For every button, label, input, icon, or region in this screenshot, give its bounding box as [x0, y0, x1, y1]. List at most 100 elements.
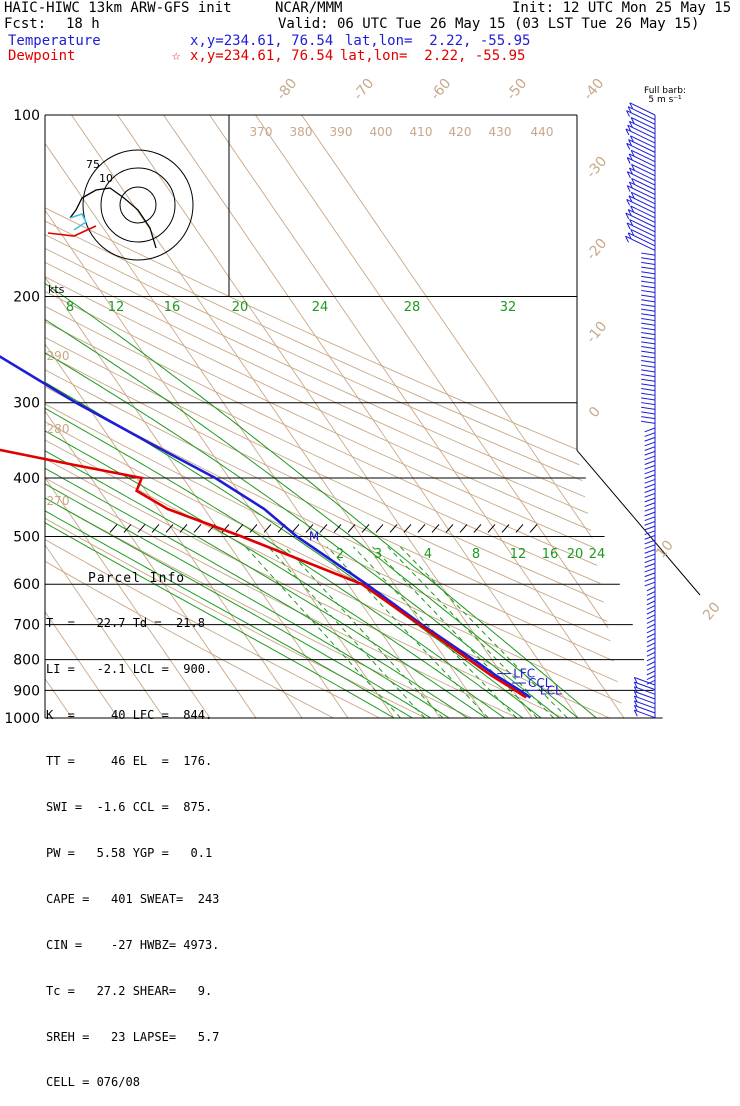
wind-barb	[634, 700, 656, 709]
hatch-mark	[193, 524, 202, 533]
hatch-mark	[487, 524, 496, 533]
wind-barb	[644, 502, 656, 508]
theta-label: 400	[370, 125, 393, 139]
pressure-tick-label: 500	[13, 529, 40, 545]
theta-label: 270	[47, 494, 70, 508]
wind-barb-flag	[626, 222, 631, 230]
wind-barb	[629, 120, 656, 135]
marker-label: M	[309, 529, 319, 543]
isotherm-line	[45, 115, 395, 718]
theta-label: 290	[47, 349, 70, 363]
isotherm-label: -40	[580, 76, 607, 104]
dry-adiabat	[45, 115, 624, 718]
theta-label: 380	[290, 125, 313, 139]
wind-barb	[644, 474, 656, 479]
wind-barb	[641, 331, 656, 336]
wind-barb	[644, 478, 656, 484]
wind-barb	[646, 651, 656, 657]
hatch-mark	[501, 524, 510, 533]
mixing-ratio-label: 8	[66, 300, 74, 315]
wind-barb	[646, 600, 656, 606]
hatch-mark	[291, 524, 300, 533]
wind-barb	[644, 567, 656, 573]
wind-barb	[641, 285, 656, 289]
wind-barb	[646, 661, 656, 666]
dry-adiabat	[45, 115, 624, 718]
dry-adiabat	[45, 115, 610, 718]
wind-barb-flag	[627, 106, 632, 113]
legend-temperature: Temperature	[8, 33, 101, 49]
hatch-mark	[347, 524, 356, 533]
mixing-ratio-label: 24	[312, 300, 329, 315]
wind-barb	[641, 289, 656, 294]
hodograph-trace-mid	[69, 213, 88, 231]
wind-barb	[629, 219, 656, 233]
wind-barb	[641, 308, 656, 312]
mixing-ratio-label: 16	[542, 547, 559, 562]
wind-barb	[630, 205, 656, 219]
hatch-mark	[221, 524, 230, 533]
dry-adiabat	[45, 115, 624, 718]
mixing-ratio-label: 28	[404, 300, 421, 315]
mixing-ratio-label: 4	[424, 547, 432, 562]
hatch-mark	[319, 524, 328, 533]
wind-barb	[641, 271, 656, 275]
wind-barb	[634, 676, 656, 686]
hatch-mark	[151, 524, 160, 533]
wind-barb-flag	[626, 185, 631, 192]
wind-barb	[627, 171, 656, 186]
dry-adiabat	[45, 115, 624, 718]
isotherm-line	[163, 115, 579, 718]
marker-label: LFC	[513, 667, 535, 681]
dewpoint-xy: x,y=234.61, 76.54	[190, 48, 334, 64]
wind-barb	[644, 427, 656, 433]
hodograph-ring	[82, 149, 194, 261]
mixing-ratio-label: 12	[510, 547, 527, 562]
theta-label: 410	[410, 125, 433, 139]
moist-adiabat	[45, 282, 560, 718]
dry-adiabat	[45, 115, 624, 718]
dry-adiabat	[45, 115, 624, 718]
dewpoint-profile	[0, 448, 527, 699]
wind-barb	[626, 222, 656, 237]
wind-barb	[630, 228, 656, 242]
wind-barb	[644, 441, 656, 447]
forecast-hour: 18 h	[66, 16, 100, 32]
wind-barb	[646, 614, 656, 620]
wind-barb	[646, 647, 656, 652]
moist-adiabat	[45, 282, 432, 718]
isotherm-line	[301, 115, 624, 718]
wind-barb	[641, 303, 656, 308]
pressure-tick-label: 300	[13, 396, 40, 412]
wind-barb	[630, 117, 656, 130]
wind-barb	[634, 704, 656, 714]
hatch-mark	[459, 524, 468, 533]
hodograph-ring-label: 10	[99, 172, 113, 185]
wind-barb	[641, 397, 656, 401]
pressure-tick-label: 400	[13, 471, 40, 487]
hatch-mark	[445, 524, 454, 533]
init-time: Init: 12 UTC Mon 25 May 15	[512, 0, 732, 16]
theta-label: 370	[250, 125, 273, 139]
forecast-label: Fcst:	[4, 16, 47, 32]
wind-barb	[641, 369, 656, 373]
wind-barb	[644, 572, 656, 578]
wind-barb	[634, 709, 656, 719]
wind-barb	[644, 530, 656, 536]
wind-barb	[629, 181, 656, 195]
pressure-tick-label: 100	[13, 108, 40, 124]
wind-barb	[626, 142, 656, 158]
wind-barb	[644, 446, 656, 451]
wind-barb	[641, 350, 656, 354]
mixing-ratio-label: 2	[336, 547, 344, 562]
pressure-tick-label: 1000	[4, 711, 40, 727]
wind-barb	[646, 595, 656, 601]
wind-barb	[644, 450, 656, 456]
frame-diagonal	[576, 450, 701, 596]
mixing-ratio-label: 8	[472, 547, 480, 562]
dry-adiabat	[45, 115, 624, 718]
mixing-ratio-line	[399, 546, 568, 718]
wind-barb	[646, 679, 656, 685]
